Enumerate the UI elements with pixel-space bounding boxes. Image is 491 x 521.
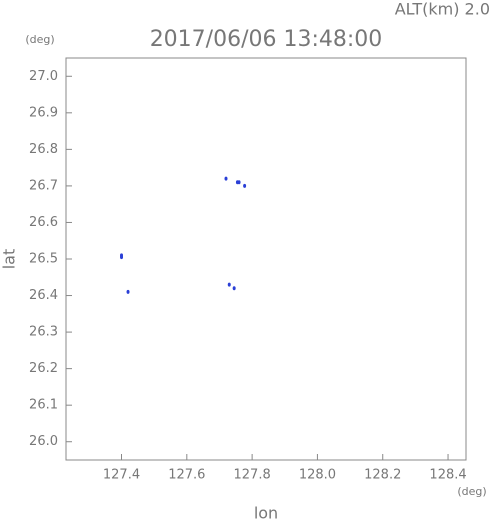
point <box>120 255 124 260</box>
y-tick-label: 27.0 <box>29 69 58 84</box>
x-tick-label: 127.4 <box>103 468 140 483</box>
x-tick-label: 128.0 <box>299 468 336 483</box>
y-tick-label: 26.2 <box>29 361 58 376</box>
point <box>126 289 130 294</box>
point <box>232 286 236 291</box>
y-tick-label: 26.1 <box>29 398 58 413</box>
y-tick-label: 26.0 <box>29 434 58 449</box>
y-tick-label: 26.5 <box>29 252 58 267</box>
y-tick-label: 26.8 <box>29 142 58 157</box>
point <box>243 183 247 188</box>
x-tick-label: 127.6 <box>168 468 205 483</box>
y-tick-label: 26.4 <box>29 288 58 303</box>
x-tick-label: 128.4 <box>429 468 466 483</box>
y-axis-label: lat <box>0 249 19 270</box>
point <box>227 282 231 287</box>
point <box>224 176 228 181</box>
point <box>237 180 241 185</box>
chart-title: 2017/06/06 13:48:00 <box>150 27 383 52</box>
y-tick-label: 26.3 <box>29 325 58 340</box>
x-tick-label: 128.2 <box>364 468 401 483</box>
x-tick-label: 127.8 <box>234 468 271 483</box>
y-tick-label: 26.7 <box>29 178 58 193</box>
plot-frame <box>65 57 467 461</box>
x-unit: (deg) <box>457 485 486 498</box>
x-axis-label: lon <box>254 504 278 521</box>
y-tick-label: 26.9 <box>29 105 58 120</box>
y-unit: (deg) <box>25 33 54 46</box>
chart-subtitle: ALT(km) 2.0 <box>395 0 490 19</box>
y-tick-label: 26.6 <box>29 215 58 230</box>
